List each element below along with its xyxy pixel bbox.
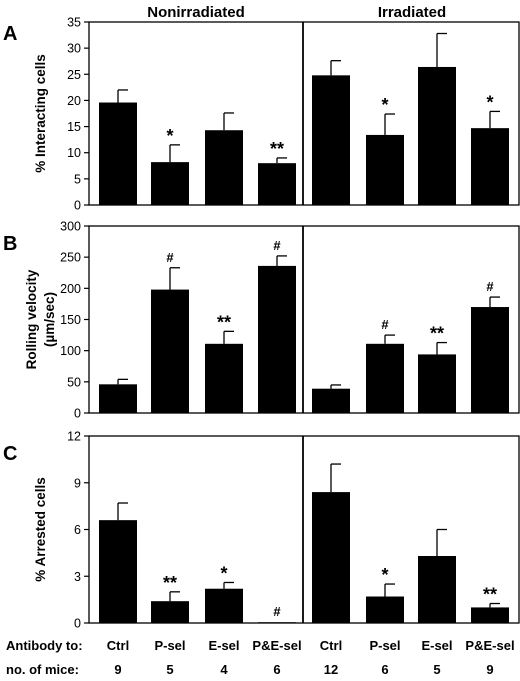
- bar: [151, 162, 189, 205]
- y-tick-label: 12: [67, 430, 81, 444]
- significance-mark: **: [483, 585, 497, 605]
- bar: [366, 134, 404, 205]
- header-irradiated: Irradiated: [378, 4, 446, 21]
- bar: [99, 520, 137, 623]
- antibody-label: P-sel: [369, 638, 400, 653]
- mice-count: 5: [166, 662, 173, 677]
- significance-mark: **: [217, 312, 231, 332]
- significance-mark: #: [273, 604, 281, 619]
- bar: [258, 622, 296, 623]
- bar: [312, 492, 350, 623]
- panel-b: B Rolling velocity (µm/sec) 0 50 100 150 200 250…: [3, 220, 520, 421]
- bar: [366, 343, 404, 413]
- bar: [205, 130, 243, 205]
- significance-mark: #: [273, 238, 281, 253]
- panel-letter: C: [3, 443, 17, 465]
- y-tick-label: 100: [60, 344, 81, 358]
- y-axis-label: % Arrested cells: [33, 477, 48, 582]
- panel-letter: A: [3, 23, 17, 45]
- significance-mark: *: [166, 126, 173, 146]
- bar: [151, 601, 189, 623]
- bar: [151, 289, 189, 413]
- significance-mark: **: [163, 573, 177, 593]
- bar: [258, 163, 296, 205]
- mice-count: 6: [273, 662, 280, 677]
- bar: [471, 607, 509, 623]
- header-nonirradiated: Nonirradiated: [147, 4, 245, 21]
- mice-count: 5: [433, 662, 440, 677]
- bar: [312, 75, 350, 206]
- bar: [471, 307, 509, 413]
- significance-mark: *: [381, 565, 388, 585]
- significance-mark: **: [430, 324, 444, 344]
- y-tick-label: 6: [74, 523, 81, 537]
- panel-letter: B: [3, 233, 17, 255]
- mice-count: 6: [381, 662, 388, 677]
- bar: [99, 384, 137, 413]
- y-tick-label: 9: [74, 476, 81, 490]
- significance-mark: #: [486, 279, 494, 294]
- y-axis-label-units: (µm/sec): [42, 292, 57, 347]
- significance-mark: *: [486, 92, 493, 112]
- bar: [471, 128, 509, 205]
- antibody-label: E-sel: [421, 638, 452, 653]
- antibody-label: Ctrl: [107, 638, 129, 653]
- bar: [418, 354, 456, 413]
- y-tick-label: 30: [67, 42, 81, 56]
- y-tick-label: 200: [60, 282, 81, 296]
- y-tick-label: 3: [74, 570, 81, 584]
- bar: [99, 102, 137, 205]
- significance-mark: #: [381, 317, 389, 332]
- bar: [205, 343, 243, 413]
- y-tick-label: 20: [67, 94, 81, 108]
- mice-count: 9: [486, 662, 493, 677]
- significance-mark: #: [166, 250, 174, 265]
- y-tick-label: 150: [60, 313, 81, 327]
- y-tick-label: 35: [67, 16, 81, 30]
- mice-count: 12: [324, 662, 338, 677]
- significance-mark: **: [270, 139, 284, 159]
- y-tick-label: 0: [74, 617, 81, 631]
- y-axis-label: % Interacting cells: [33, 54, 48, 173]
- antibody-label: E-sel: [208, 638, 239, 653]
- antibody-row-label: Antibody to:: [6, 638, 83, 653]
- y-tick-label: 5: [74, 172, 81, 186]
- antibody-label: Ctrl: [320, 638, 342, 653]
- mice-count: 9: [114, 662, 121, 677]
- bar: [418, 555, 456, 623]
- mice-row-label: no. of mice:: [6, 662, 79, 677]
- plot-frame: [88, 21, 520, 206]
- y-tick-label: 15: [67, 120, 81, 134]
- bar: [366, 596, 404, 623]
- significance-mark: *: [220, 563, 227, 583]
- significance-mark: *: [381, 95, 388, 115]
- y-tick-label: 250: [60, 251, 81, 265]
- y-tick-label: 25: [67, 68, 81, 82]
- antibody-label: P&E-sel: [252, 638, 301, 653]
- bar: [205, 588, 243, 623]
- antibody-label: P&E-sel: [465, 638, 514, 653]
- bar: [312, 388, 350, 413]
- y-tick-label: 10: [67, 146, 81, 160]
- y-tick-label: 300: [60, 220, 81, 234]
- y-tick-label: 0: [74, 407, 81, 421]
- bar: [418, 66, 456, 205]
- mice-count: 4: [220, 662, 228, 677]
- antibody-label: P-sel: [154, 638, 185, 653]
- y-tick-label: 0: [74, 199, 81, 213]
- y-axis-label: Rolling velocity: [24, 269, 39, 369]
- bar: [258, 265, 296, 413]
- y-tick-label: 50: [67, 375, 81, 389]
